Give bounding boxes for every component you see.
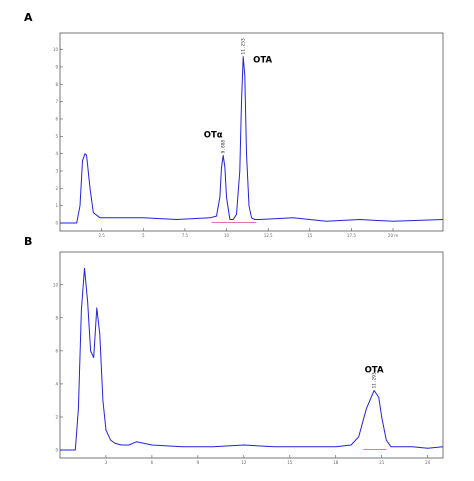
panel-b-plot-frame	[59, 251, 444, 459]
a-y-tick-label: 0	[55, 221, 58, 226]
panel-a-label: A	[24, 11, 33, 24]
b-x-tick-label: 24	[425, 460, 431, 465]
b-y-tick-label: 6	[55, 348, 58, 353]
b-x-tick-label: 3	[105, 460, 108, 465]
a-x-tick-label: 15	[307, 233, 313, 238]
a-y-tick-label: 9	[55, 65, 58, 70]
a-y-tick-label: 7	[55, 99, 58, 104]
a-y-tick-label: 8	[55, 82, 58, 87]
b-x-tick-label: 21	[379, 460, 385, 465]
b-y-tick-label: 10	[53, 282, 59, 287]
a-x-tick-label: 10	[224, 233, 230, 238]
panel-a-trace	[60, 56, 444, 224]
b-y-tick-label: 2	[55, 414, 58, 419]
b-y-tick-label: 8	[55, 315, 58, 320]
a-peak-rt-label: 11.253	[241, 38, 247, 55]
a-peak-label-ota: OTA	[253, 56, 272, 66]
b-peak-rt-label: 11.293	[372, 372, 378, 389]
b-x-tick-label: 15	[287, 460, 293, 465]
a-y-tick-label: 5	[55, 134, 58, 139]
b-y-tick-label: 4	[55, 381, 58, 386]
b-x-tick-label: 9	[197, 460, 200, 465]
a-x-tick-label: 5	[142, 233, 145, 238]
b-x-tick-label: 18	[333, 460, 339, 465]
panel-a-plot-frame	[59, 32, 444, 232]
panel-a-y-axis: 0 1 2 3 4 5 6 7 8 9 10	[53, 47, 63, 226]
a-x-tick-label: 20 m	[388, 233, 398, 238]
panel-b-label: B	[24, 235, 32, 248]
a-x-tick-label: 7.5	[182, 233, 189, 238]
panel-a-x-axis: 2.5 5 7.5 10 12.5 15 17.5 20 m	[98, 228, 398, 238]
a-x-tick-label: 17.5	[347, 233, 356, 238]
b-x-tick-label: 12	[241, 460, 247, 465]
b-peak-label-ota: OTA	[365, 366, 384, 376]
a-y-tick-label: 1	[55, 203, 58, 208]
panel-b-y-axis: 0 2 4 6 8 10	[53, 282, 63, 453]
b-x-tick-label: 6	[151, 460, 154, 465]
panel-b-trace	[60, 267, 444, 451]
panel-b-x-axis: 3 6 9 12 15 18 21 24	[105, 455, 431, 465]
a-x-tick-label: 12.5	[264, 233, 273, 238]
a-x-tick-label: 2.5	[98, 233, 105, 238]
a-peak-label-otα: OTα	[204, 130, 223, 140]
panel-a: A 0 1 2 3 4 5 6 7 8 9 10 2.5 5 7.5 10 12.5 15 17.5 20 m 9…	[24, 11, 444, 238]
a-peak-rt-label: 9.888	[221, 140, 227, 154]
a-y-tick-label: 10	[53, 47, 59, 52]
b-y-tick-label: 0	[55, 448, 58, 453]
a-y-tick-label: 2	[55, 186, 58, 191]
a-y-tick-label: 6	[55, 117, 58, 122]
a-y-tick-label: 3	[55, 169, 58, 174]
a-y-tick-label: 4	[55, 151, 58, 156]
